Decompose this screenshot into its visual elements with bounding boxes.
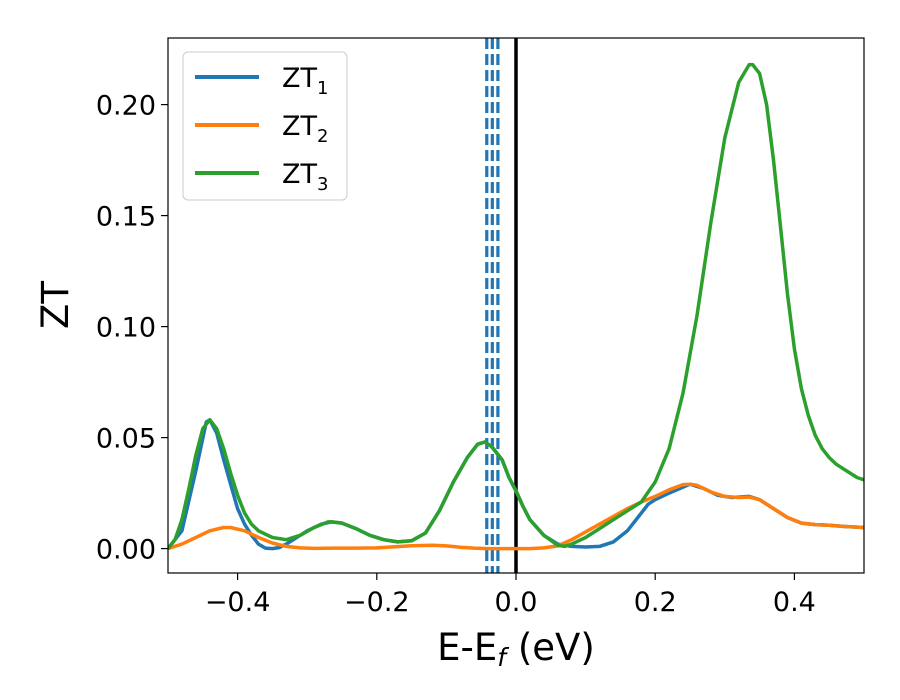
series-lines [168, 62, 864, 551]
legend-box [182, 51, 348, 201]
x-tick-label: 0.0 [495, 587, 538, 618]
series-line-zt3 [168, 62, 864, 550]
y-axis-ticks: 0.00 0.05 0.10 0.15 0.20 [96, 91, 168, 566]
legend-label-zt1: ZT1 [282, 63, 328, 99]
x-axis-title: E-Ef (eV) [437, 626, 595, 672]
legend-label-zt3: ZT3 [282, 159, 328, 195]
y-tick-label: 0.20 [96, 91, 156, 122]
x-tick-label: −0.4 [205, 587, 271, 618]
y-tick-label: 0.05 [96, 424, 156, 455]
x-axis-ticks: −0.4 −0.2 0.0 0.2 0.4 [205, 573, 816, 618]
y-axis-title: ZT [34, 281, 77, 329]
legend: ZT1 ZT2 ZT3 [182, 51, 348, 201]
x-tick-label: 0.2 [634, 587, 677, 618]
y-tick-label: 0.00 [96, 535, 156, 566]
y-tick-label: 0.10 [96, 313, 156, 344]
x-tick-label: −0.2 [344, 587, 410, 618]
series-line-zt2 [168, 482, 864, 551]
x-tick-label: 0.4 [773, 587, 816, 618]
legend-label-zt2: ZT2 [282, 111, 328, 147]
y-tick-label: 0.15 [96, 202, 156, 233]
reference-lines [485, 38, 518, 573]
